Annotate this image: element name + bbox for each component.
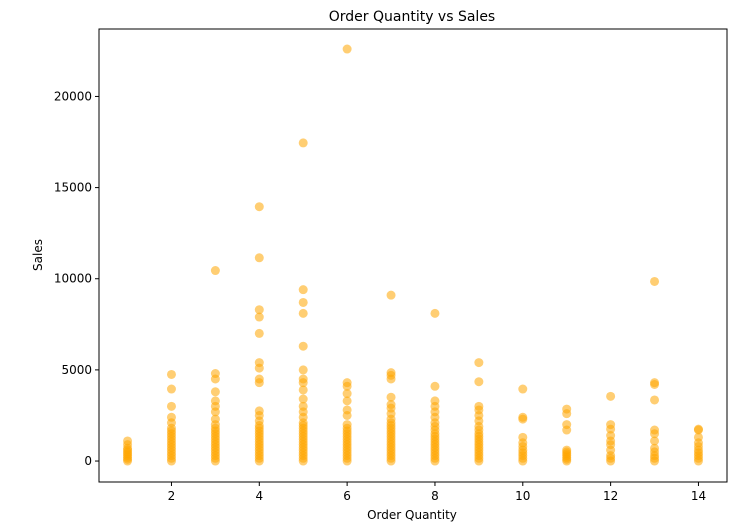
data-point (562, 420, 572, 430)
chart-title: Order Quantity vs Sales (329, 9, 495, 25)
data-point (254, 202, 264, 212)
data-point (298, 285, 308, 295)
data-point (474, 377, 484, 387)
x-tick-label: 14 (691, 489, 706, 503)
data-point (562, 445, 572, 455)
data-point (562, 404, 572, 414)
data-point (342, 44, 352, 54)
data-point (650, 378, 660, 388)
data-point (342, 420, 352, 430)
data-point (298, 401, 308, 411)
y-tick-label: 10000 (54, 272, 92, 286)
data-point (518, 432, 528, 442)
data-point (342, 405, 352, 415)
data-point (210, 387, 220, 397)
x-tick-label: 4 (255, 489, 263, 503)
data-point (254, 374, 264, 384)
data-point (474, 401, 484, 411)
data-point (606, 391, 616, 401)
y-tick-label: 15000 (54, 181, 92, 195)
data-point (650, 443, 660, 453)
data-point (254, 312, 264, 322)
data-point (650, 276, 660, 286)
data-point (386, 368, 396, 378)
data-point (430, 396, 440, 406)
data-point (210, 369, 220, 379)
x-tick-label: 2 (168, 489, 176, 503)
x-tick-label: 6 (343, 489, 351, 503)
data-point (210, 396, 220, 406)
data-point (693, 424, 703, 434)
data-point (210, 266, 220, 276)
data-point (606, 420, 616, 430)
data-point (298, 138, 308, 148)
x-tick-label: 8 (431, 489, 439, 503)
data-point (693, 432, 703, 442)
data-point (342, 396, 352, 406)
data-point (342, 378, 352, 388)
data-point (386, 392, 396, 402)
data-point (606, 431, 616, 441)
data-point (166, 384, 176, 394)
data-point (386, 400, 396, 410)
data-point (254, 358, 264, 368)
y-tick-label: 5000 (61, 363, 92, 377)
y-axis-ticks: 0 5000 10000 15000 20000 (54, 89, 99, 468)
x-tick-label: 12 (603, 489, 618, 503)
x-axis-label: Order Quantity (367, 508, 457, 522)
data-point (298, 374, 308, 384)
points-layer (123, 44, 703, 466)
data-point (210, 414, 220, 424)
x-axis-ticks: 2 4 6 8 10 12 14 (168, 482, 706, 503)
data-point (298, 394, 308, 404)
data-point (166, 412, 176, 422)
x-tick-label: 10 (515, 489, 530, 503)
data-point (254, 305, 264, 315)
data-point (650, 436, 660, 446)
y-axis-label: Sales (31, 239, 45, 271)
data-point (298, 308, 308, 318)
y-tick-label: 0 (84, 454, 92, 468)
data-point (342, 389, 352, 399)
data-point (123, 436, 133, 446)
data-point (474, 358, 484, 368)
data-point (298, 385, 308, 395)
data-point (166, 369, 176, 379)
data-point (650, 395, 660, 405)
data-point (430, 381, 440, 391)
data-point (254, 406, 264, 416)
data-point (166, 401, 176, 411)
data-point (430, 308, 440, 318)
plot-frame (98, 28, 728, 483)
data-point (298, 297, 308, 307)
data-point (298, 341, 308, 351)
data-point (254, 328, 264, 338)
y-tick-label: 20000 (54, 89, 92, 103)
data-point (254, 253, 264, 263)
data-point (518, 412, 528, 422)
data-point (386, 290, 396, 300)
data-point (518, 384, 528, 394)
data-point (298, 365, 308, 375)
data-point (650, 425, 660, 435)
